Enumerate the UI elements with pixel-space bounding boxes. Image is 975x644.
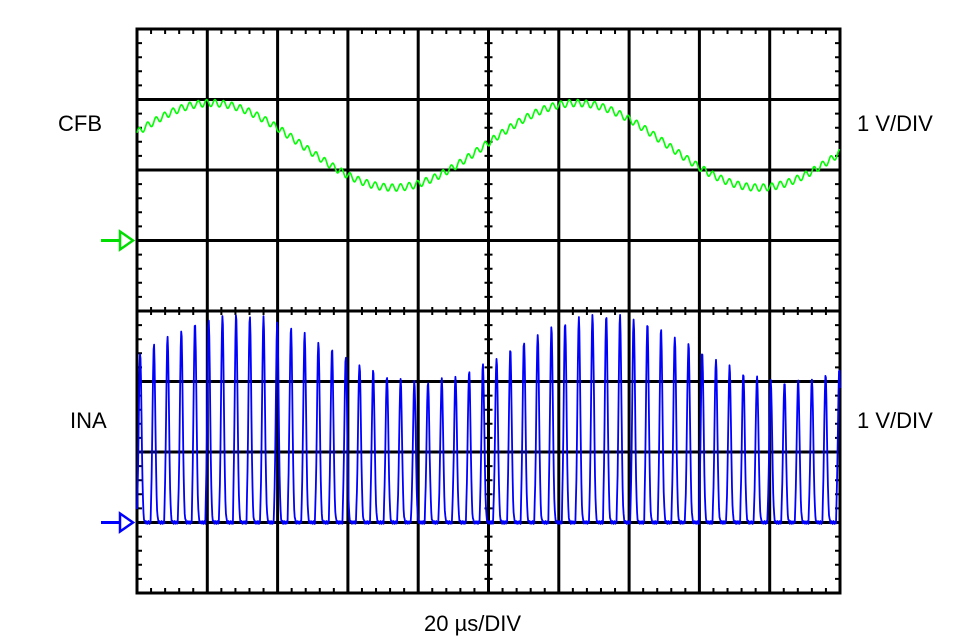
trace-ina xyxy=(136,313,841,525)
ground-marker-cfb xyxy=(101,229,136,252)
channel-scale-ina: 1 V/DIV xyxy=(857,408,933,433)
grid-minor-ticks xyxy=(137,29,840,593)
trace-cfb xyxy=(136,98,841,192)
channel-scale-cfb: 1 V/DIV xyxy=(857,111,933,136)
time-scale-label: 20 µs/DIV xyxy=(424,611,522,636)
ground-markers xyxy=(101,229,136,534)
ground-marker-arrow xyxy=(118,229,136,252)
channel-label-cfb: CFB xyxy=(58,111,102,136)
grid-center-ticks xyxy=(150,42,827,580)
scope-grid xyxy=(135,27,842,595)
ground-marker-arrow xyxy=(118,511,136,534)
scope-traces xyxy=(136,98,841,525)
channel-label-ina: INA xyxy=(70,408,107,433)
ground-marker-ina xyxy=(101,511,136,534)
